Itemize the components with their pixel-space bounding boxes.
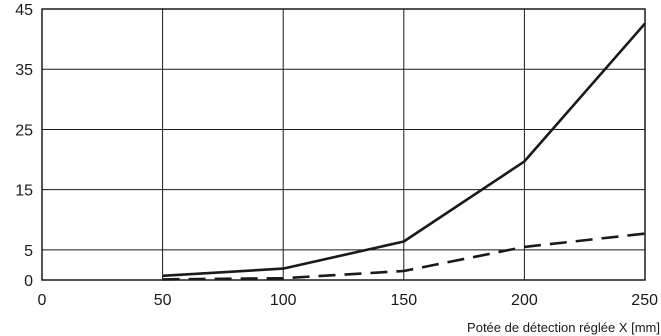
y-tick-label: 5 xyxy=(24,243,33,260)
series-line-2 xyxy=(162,232,646,281)
x-tick-label: 0 xyxy=(38,292,47,309)
grid xyxy=(41,8,646,281)
y-tick-label: 45 xyxy=(15,2,33,19)
series-line-1 xyxy=(162,22,646,278)
x-tick-label: 50 xyxy=(154,292,172,309)
x-tick-label: 200 xyxy=(511,292,538,309)
x-axis-label: Potée de détection réglée X [mm] xyxy=(467,320,660,335)
y-tick-label: 25 xyxy=(15,122,33,139)
y-tick-labels: 0 5 15 25 35 45 xyxy=(15,2,33,290)
x-tick-label: 100 xyxy=(270,292,297,309)
y-tick-label: 15 xyxy=(15,183,33,200)
x-tick-label: 150 xyxy=(390,292,417,309)
y-tick-label: 35 xyxy=(15,62,33,79)
plot-frame xyxy=(41,8,646,281)
x-tick-labels: 0 50 100 150 200 250 xyxy=(38,292,659,309)
y-tick-label: 0 xyxy=(24,273,33,290)
series-lines xyxy=(162,22,646,281)
x-tick-label: 250 xyxy=(631,292,658,309)
